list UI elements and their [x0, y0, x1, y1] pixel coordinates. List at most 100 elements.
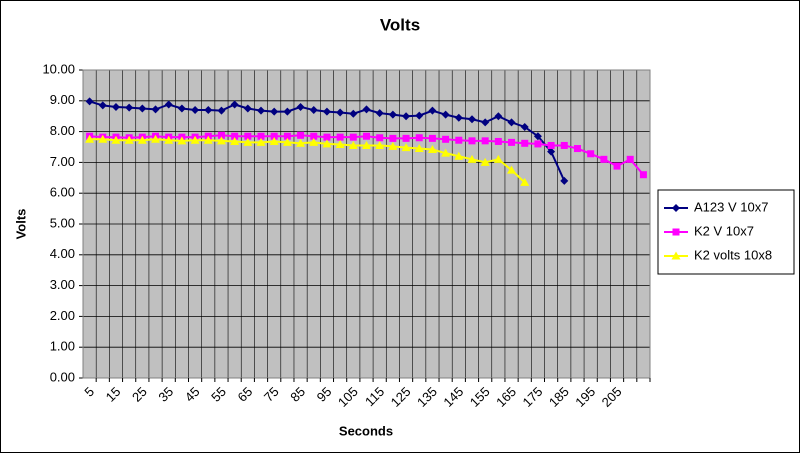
marker: [428, 134, 436, 142]
marker: [323, 133, 331, 141]
marker: [534, 140, 542, 148]
marker: [137, 135, 147, 144]
marker: [454, 151, 464, 160]
marker: [521, 139, 529, 147]
marker: [216, 136, 226, 145]
marker: [85, 134, 95, 143]
marker: [309, 137, 319, 146]
marker: [402, 112, 411, 121]
marker: [573, 145, 581, 153]
marker: [388, 110, 397, 119]
marker: [230, 136, 240, 145]
marker: [375, 109, 384, 118]
y-tick-label: 9.00: [50, 92, 75, 107]
marker: [507, 165, 517, 174]
marker: [190, 135, 200, 144]
legend-label: A123 V 10x7: [694, 199, 768, 214]
marker: [376, 134, 384, 142]
marker: [296, 102, 305, 111]
marker: [177, 104, 186, 113]
marker: [480, 157, 490, 166]
marker: [151, 134, 161, 143]
marker: [388, 141, 398, 150]
marker: [600, 155, 608, 163]
y-axis-label: Volts: [13, 209, 28, 240]
marker: [231, 132, 239, 140]
chart-title: Volts: [380, 15, 420, 34]
marker: [164, 100, 173, 109]
y-tick-label: 10.00: [42, 61, 75, 76]
y-tick-label: 3.00: [50, 277, 75, 292]
marker: [203, 135, 213, 144]
marker: [349, 109, 358, 118]
marker: [177, 136, 187, 145]
y-tick-label: 2.00: [50, 308, 75, 323]
marker: [230, 100, 239, 109]
marker: [442, 135, 450, 143]
y-tick-label: 1.00: [50, 339, 75, 354]
marker: [493, 154, 503, 163]
marker: [270, 132, 278, 140]
marker: [533, 132, 542, 141]
marker: [481, 137, 489, 145]
marker: [468, 137, 476, 145]
marker: [336, 108, 345, 117]
legend-label: K2 volts 10x8: [694, 247, 772, 262]
marker: [257, 106, 266, 115]
legend-label: K2 V 10x7: [694, 223, 754, 238]
marker: [547, 147, 556, 156]
marker: [415, 134, 423, 142]
marker: [243, 104, 252, 113]
marker: [349, 133, 357, 141]
marker: [335, 140, 345, 149]
marker: [282, 137, 292, 146]
marker: [269, 136, 279, 145]
marker: [191, 106, 200, 115]
marker: [111, 102, 120, 111]
marker: [626, 155, 634, 163]
marker: [520, 122, 529, 131]
marker: [296, 138, 306, 147]
marker: [427, 144, 437, 153]
marker: [204, 106, 213, 115]
marker: [244, 132, 252, 140]
marker: [98, 134, 108, 143]
marker: [401, 143, 411, 152]
marker: [362, 105, 371, 114]
marker: [441, 110, 450, 119]
marker: [441, 148, 451, 157]
marker: [375, 140, 385, 149]
marker: [415, 111, 424, 120]
marker: [217, 106, 226, 115]
marker: [639, 171, 647, 179]
marker: [124, 135, 134, 144]
marker: [310, 132, 318, 140]
marker: [151, 105, 160, 114]
series-line: [89, 138, 526, 184]
marker: [547, 141, 555, 149]
marker: [507, 118, 516, 127]
marker: [217, 131, 225, 139]
marker: [560, 176, 569, 185]
marker: [270, 107, 279, 116]
marker: [508, 138, 516, 146]
marker: [362, 140, 371, 149]
marker: [111, 135, 121, 144]
marker: [402, 134, 410, 142]
marker: [467, 154, 477, 163]
marker: [455, 136, 463, 144]
marker: [428, 106, 437, 115]
marker: [494, 137, 502, 145]
marker: [164, 135, 174, 144]
marker: [467, 115, 476, 124]
y-tick-label: 0.00: [50, 369, 75, 384]
marker: [85, 97, 94, 106]
marker: [322, 107, 331, 116]
marker: [125, 103, 134, 112]
marker: [283, 107, 292, 116]
y-tick-label: 8.00: [50, 123, 75, 138]
marker: [243, 137, 253, 146]
marker: [257, 132, 265, 140]
